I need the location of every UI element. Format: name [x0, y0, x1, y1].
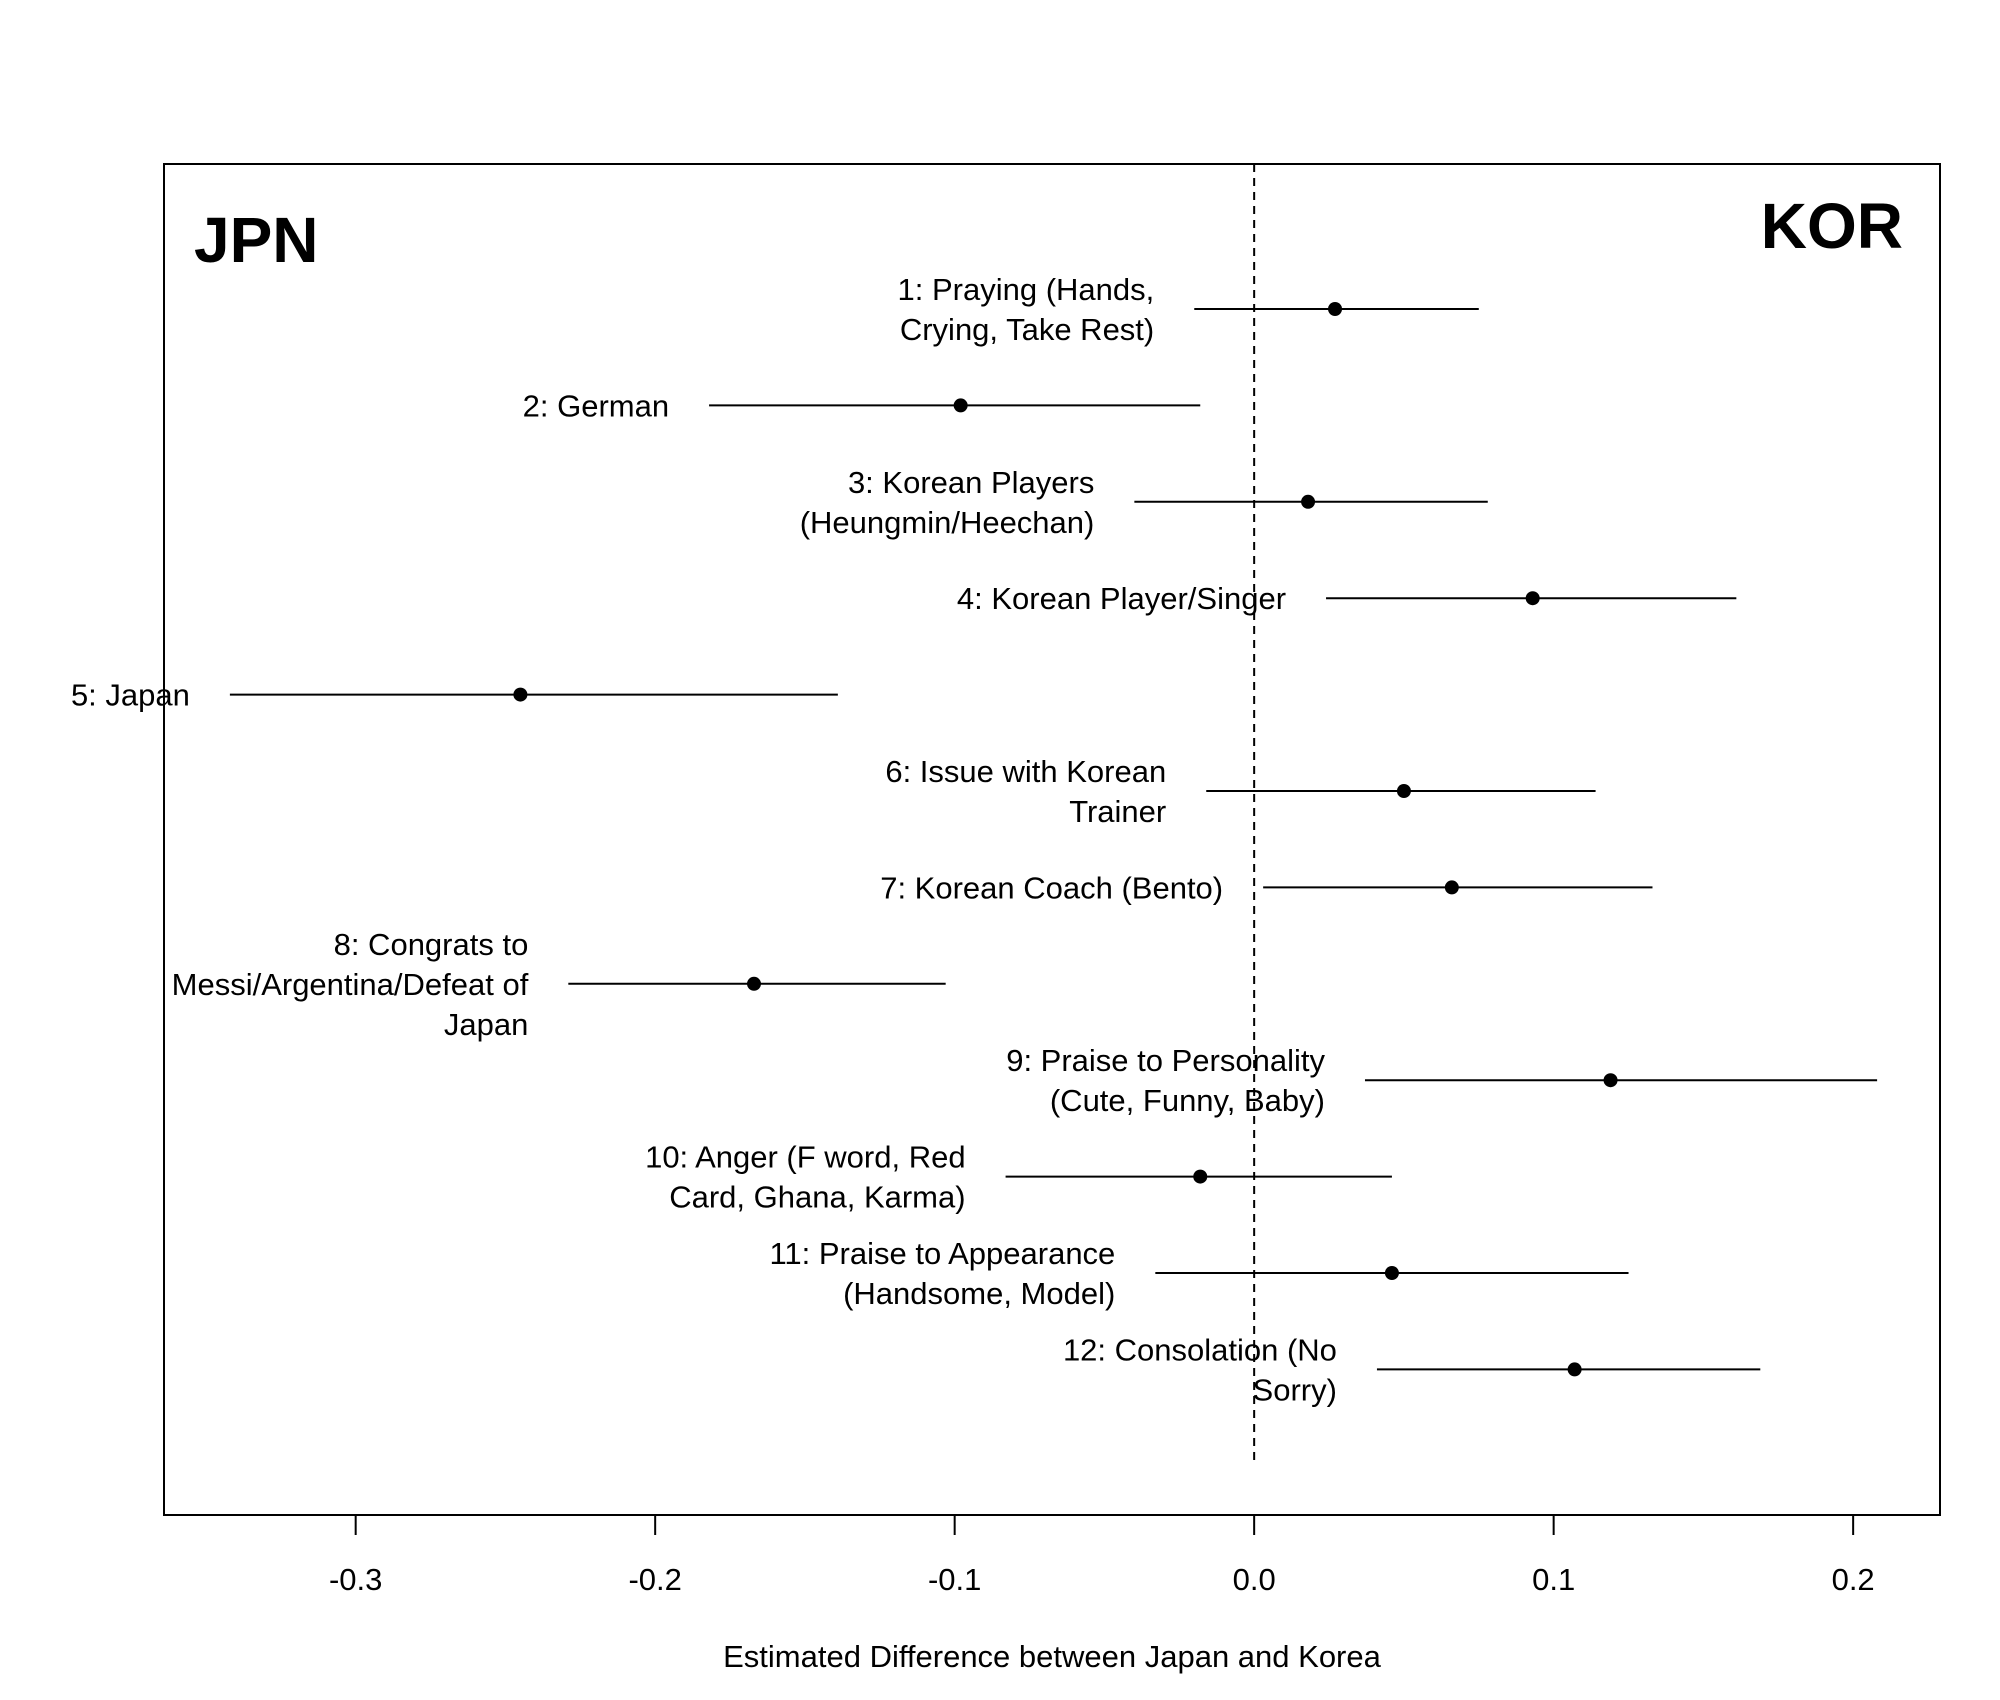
- estimate-point: [1567, 1362, 1582, 1377]
- estimate-point: [1301, 494, 1316, 509]
- x-tick-label: 0.1: [1532, 1562, 1575, 1597]
- estimate-point: [1603, 1073, 1618, 1088]
- estimate-point: [1328, 302, 1343, 316]
- estimate-point: [513, 687, 528, 702]
- category-label: 3: Korean Players: [848, 465, 1094, 500]
- category-label: Japan: [444, 1007, 528, 1042]
- category-label: 11: Praise to Appearance: [769, 1236, 1115, 1271]
- category-label: 10: Anger (F word, Red: [645, 1140, 966, 1175]
- estimate-row: 8: Congrats to Messi/Argentina/Defeat of J…: [172, 927, 946, 1042]
- category-label: Card, Ghana, Karma): [669, 1180, 965, 1215]
- category-label: 5: Japan: [71, 678, 190, 713]
- estimate-row: 2: German: [523, 388, 1201, 423]
- x-tick-label: -0.3: [329, 1562, 382, 1597]
- category-label: 8: Congrats to: [334, 927, 529, 962]
- category-label: 12: Consolation (No: [1063, 1332, 1337, 1367]
- x-tick-label: -0.1: [928, 1562, 981, 1597]
- category-label: Sorry): [1253, 1372, 1337, 1407]
- estimate-row: 12: Consolation (No Sorry): [1063, 1332, 1761, 1407]
- estimate-row: 3: Korean Players (Heungmin/Heechan): [800, 465, 1488, 540]
- estimate-row: 1: Praying (Hands, Crying, Take Rest): [898, 272, 1479, 347]
- x-axis: -0.3 -0.2 -0.1 0.0 0.1 0.2: [329, 1515, 1875, 1597]
- category-label: 7: Korean Coach (Bento): [880, 870, 1223, 905]
- estimate-point: [1444, 880, 1459, 895]
- x-tick-label: 0.0: [1233, 1562, 1276, 1597]
- category-label: 1: Praying (Hands,: [898, 272, 1155, 307]
- x-tick-label: 0.2: [1832, 1562, 1875, 1597]
- estimate-row: 6: Issue with Korean Trainer: [885, 754, 1596, 829]
- category-label: (Heungmin/Heechan): [800, 505, 1095, 540]
- estimate-point: [953, 398, 968, 413]
- estimate-point: [1525, 591, 1540, 606]
- category-label: 9: Praise to Personality: [1006, 1043, 1325, 1078]
- estimate-row: 10: Anger (F word, Red Card, Ghana, Karma…: [645, 1140, 1392, 1215]
- estimate-point: [1396, 784, 1411, 798]
- estimate-row: 5: Japan: [71, 678, 838, 713]
- plot-frame: [163, 163, 1941, 1516]
- estimate-row: 11: Praise to Appearance (Handsome, Model…: [769, 1236, 1629, 1311]
- estimate-point: [747, 976, 762, 991]
- category-label: (Handsome, Model): [843, 1276, 1115, 1311]
- estimate-point: [1384, 1266, 1399, 1280]
- category-label: Trainer: [1069, 794, 1166, 829]
- x-axis-label: Estimated Difference between Japan and K…: [723, 1639, 1381, 1674]
- kor-corner-label: KOR: [1761, 190, 1903, 262]
- estimate-row: 7: Korean Coach (Bento): [880, 870, 1653, 905]
- estimate-row: 4: Korean Player/Singer: [957, 581, 1737, 616]
- estimate-row: 9: Praise to Personality (Cute, Funny, Ba…: [1006, 1043, 1878, 1118]
- category-label: 6: Issue with Korean: [885, 754, 1166, 789]
- jpn-corner-label: JPN: [194, 204, 319, 276]
- x-tick-label: -0.2: [628, 1562, 681, 1597]
- data-marks: 1: Praying (Hands, Crying, Take Rest) 2: G…: [71, 272, 1878, 1407]
- category-label: 4: Korean Player/Singer: [957, 581, 1286, 616]
- category-label: Crying, Take Rest): [900, 312, 1154, 347]
- estimate-point: [1193, 1169, 1208, 1184]
- category-label: 2: German: [523, 388, 669, 423]
- category-label: (Cute, Funny, Baby): [1050, 1083, 1325, 1118]
- category-label: Messi/Argentina/Defeat of: [172, 967, 529, 1002]
